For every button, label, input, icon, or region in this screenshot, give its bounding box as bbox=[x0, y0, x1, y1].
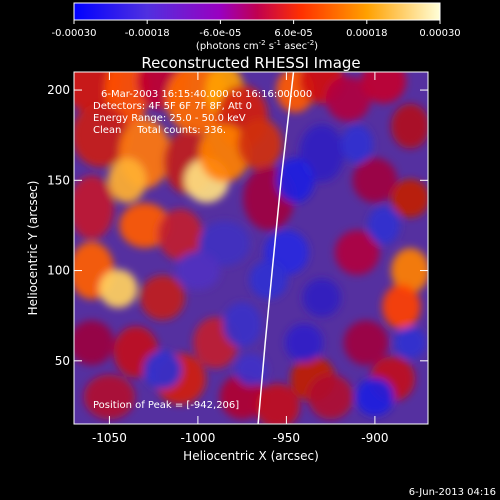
heatmap-blob bbox=[382, 284, 421, 330]
x-tick-label: -900 bbox=[361, 431, 388, 445]
plot-frame bbox=[73, 71, 429, 425]
solar-limb-curve bbox=[257, 72, 295, 424]
heatmap-blob bbox=[325, 76, 371, 122]
colorbar-tick-label: 0.00018 bbox=[346, 28, 387, 39]
heatmap-blob bbox=[276, 157, 315, 203]
heatmap-blob bbox=[74, 175, 115, 240]
heatmap-blob bbox=[302, 278, 341, 317]
heatmap-blob bbox=[157, 208, 203, 261]
chart-title: Reconstructed RHESSI Image bbox=[141, 54, 360, 72]
y-tick-label: 200 bbox=[47, 83, 70, 97]
heatmap-blobs bbox=[74, 72, 428, 424]
heatmap-blob bbox=[74, 103, 130, 168]
x-axis-label: Heliocentric X (arcsec) bbox=[183, 449, 319, 463]
colorbar-ticks: -0.00030 -0.00018 -6.0e-05 6.0e-05 0.00018 0.… bbox=[52, 20, 461, 39]
colorbar-unit-label: (photons cm-2 s-1 asec-2) bbox=[196, 39, 318, 52]
annotation-clean: Clean Total counts: 336. bbox=[93, 125, 226, 136]
heatmap-blob bbox=[198, 221, 251, 266]
heatmap-blob bbox=[74, 320, 115, 366]
heatmap-blob bbox=[255, 383, 300, 424]
axis-ticks: -1050 -1000 -950 -900 50 100 150 200 bbox=[47, 72, 428, 445]
annotation-energy: Energy Range: 25.0 - 50.0 keV bbox=[93, 113, 246, 124]
heatmap-blob bbox=[83, 374, 135, 420]
heatmap-blob bbox=[237, 118, 283, 170]
heatmap-blob bbox=[222, 302, 262, 348]
heatmap-blob bbox=[308, 374, 354, 420]
heatmap-blob bbox=[391, 103, 428, 149]
heatmap-blob bbox=[219, 374, 265, 420]
heatmap-blob bbox=[99, 269, 138, 308]
heatmap-blob bbox=[394, 326, 427, 359]
heatmap-blob bbox=[343, 320, 389, 366]
heatmap-blob bbox=[367, 206, 400, 245]
heatmap-blob bbox=[235, 353, 267, 386]
heatmap-blob bbox=[391, 248, 428, 293]
annotation-peak: Position of Peak = [-942,206] bbox=[93, 400, 239, 411]
y-axis-label: Heliocentric Y (arcsec) bbox=[26, 181, 40, 316]
heatmap-blob bbox=[107, 157, 147, 203]
heatmap-blob bbox=[341, 125, 374, 164]
heatmap-blob bbox=[284, 323, 324, 362]
heatmap-blob bbox=[352, 157, 398, 203]
y-tick-label: 100 bbox=[47, 264, 70, 278]
heatmap-blob bbox=[198, 124, 251, 183]
colorbar-tick-label: 6.0e-05 bbox=[274, 28, 312, 39]
annotation-detectors: Detectors: 4F 5F 6F 7F 8F, Att 0 bbox=[93, 101, 252, 112]
heatmap-blob bbox=[361, 72, 407, 104]
colorbar-tick-label: 0.00030 bbox=[419, 28, 460, 39]
colorbar bbox=[73, 2, 441, 21]
x-tick-label: -950 bbox=[273, 431, 300, 445]
heatmap-blob bbox=[249, 260, 288, 299]
colorbar-tick-label: -0.00018 bbox=[125, 28, 170, 39]
heatmap-blob bbox=[355, 377, 395, 417]
heatmap-blob bbox=[391, 179, 428, 218]
colorbar-tick-label: -6.0e-05 bbox=[199, 28, 241, 39]
heatmap-blob bbox=[140, 275, 185, 321]
heatmap-blob bbox=[143, 350, 182, 390]
annotation-time: 6-Mar-2003 16:15:40.000 to 16:16:00.000 bbox=[101, 89, 312, 100]
x-tick-label: -1000 bbox=[180, 431, 215, 445]
heatmap-blob bbox=[119, 203, 171, 248]
y-tick-label: 50 bbox=[55, 354, 70, 368]
heatmap-blob bbox=[334, 230, 380, 275]
x-tick-label: -1050 bbox=[92, 431, 127, 445]
footer-timestamp: 6-Jun-2013 04:16 bbox=[409, 487, 496, 498]
heatmap-blob bbox=[175, 251, 221, 290]
colorbar-tick-label: -0.00030 bbox=[52, 28, 97, 39]
y-tick-label: 150 bbox=[47, 173, 70, 187]
